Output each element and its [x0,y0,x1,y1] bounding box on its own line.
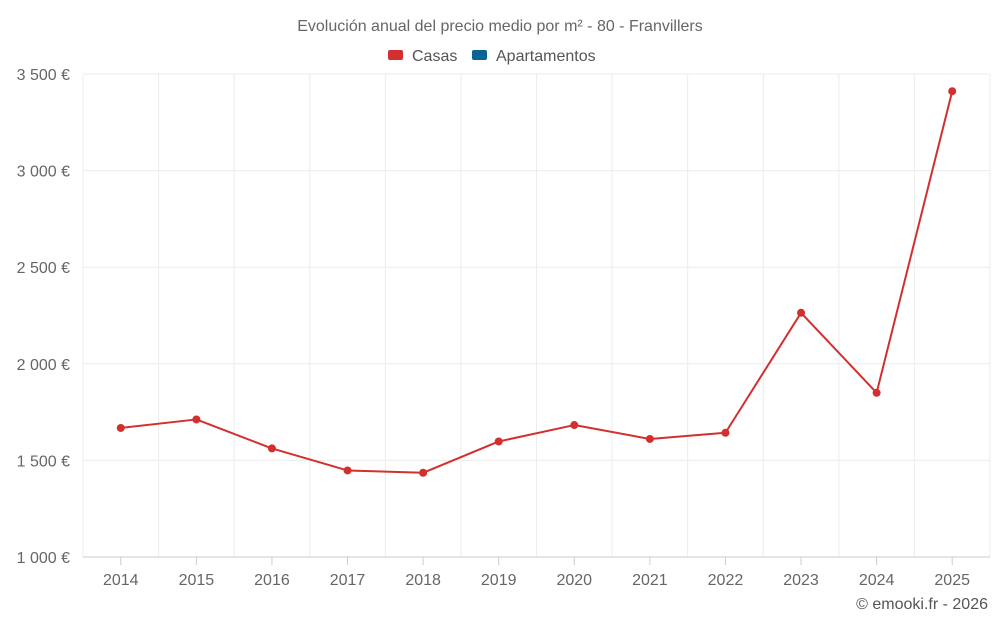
data-point-casas-2024[interactable] [872,388,881,397]
x-tick-label: 2015 [179,572,215,589]
y-axis: 1 000 € 1 500 € 2 000 € 2 500 € 3 000 € 3 500… [17,67,70,567]
grid [82,73,991,557]
y-tick-label: 2 500 € [17,260,70,277]
data-point-casas-2023[interactable] [797,308,806,317]
x-axis: 2014 2015 2016 2017 2018 2019 2020 2021 2022 2023… [83,556,990,589]
x-tick-label: 2016 [254,572,290,589]
y-tick-label: 1 500 € [17,453,70,470]
x-tick-label: 2021 [632,572,668,589]
data-point-casas-2015[interactable] [192,415,201,424]
data-point-casas-2020[interactable] [570,421,579,430]
data-point-casas-2018[interactable] [419,468,428,477]
legend-label-casas: Casas [412,48,457,65]
legend-label-apartamentos: Apartamentos [496,48,596,65]
data-point-casas-2021[interactable] [645,434,654,443]
x-tick-label: 2024 [859,572,895,589]
chart-title: Evolución anual del precio medio por m² … [297,18,703,35]
data-point-casas-2014[interactable] [116,423,125,432]
series-casas [116,87,957,477]
data-point-casas-2019[interactable] [494,437,503,446]
x-tick-label: 2025 [934,572,970,589]
y-tick-label: 3 000 € [17,164,70,181]
y-tick-label: 1 000 € [17,550,70,567]
x-tick-label: 2022 [708,572,744,589]
legend-swatch-apartamentos [472,50,487,60]
y-tick-label: 2 000 € [17,357,70,374]
credit-text: © emooki.fr - 2026 [856,596,988,613]
x-tick-label: 2018 [405,572,441,589]
data-point-casas-2017[interactable] [343,466,352,475]
x-tick-label: 2020 [556,572,592,589]
legend-item-apartamentos[interactable]: Apartamentos [472,48,596,65]
legend-swatch-casas [388,50,403,60]
legend-item-casas[interactable]: Casas [388,48,457,65]
legend: Casas Apartamentos [388,48,596,65]
x-tick-label: 2014 [103,572,139,589]
x-tick-label: 2019 [481,572,517,589]
x-tick-label: 2017 [330,572,366,589]
y-tick-label: 3 500 € [17,67,70,84]
x-tick-label: 2023 [783,572,819,589]
data-point-casas-2016[interactable] [267,444,276,453]
data-point-casas-2025[interactable] [948,87,957,96]
series-line-casas [120,90,954,474]
data-point-casas-2022[interactable] [721,428,730,437]
